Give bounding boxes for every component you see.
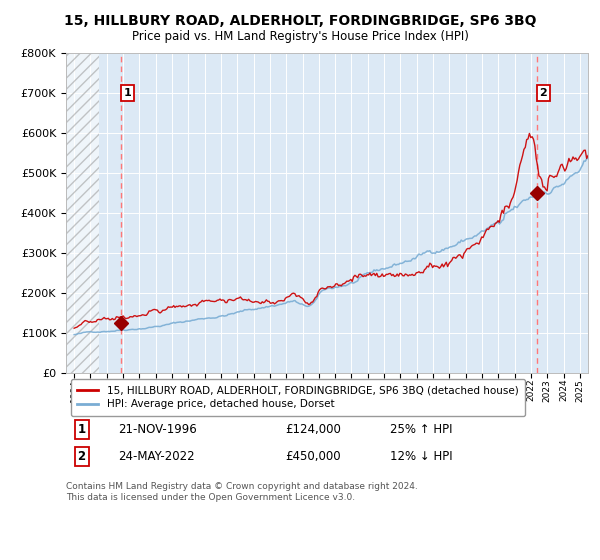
Text: 24-MAY-2022: 24-MAY-2022 bbox=[118, 450, 195, 463]
Legend: 15, HILLBURY ROAD, ALDERHOLT, FORDINGBRIDGE, SP6 3BQ (detached house), HPI: Aver: 15, HILLBURY ROAD, ALDERHOLT, FORDINGBRI… bbox=[71, 379, 524, 416]
Text: 12% ↓ HPI: 12% ↓ HPI bbox=[389, 450, 452, 463]
Text: Contains HM Land Registry data © Crown copyright and database right 2024.
This d: Contains HM Land Registry data © Crown c… bbox=[66, 482, 418, 502]
Text: 2: 2 bbox=[539, 88, 547, 98]
Text: 1: 1 bbox=[124, 88, 131, 98]
Text: 21-NOV-1996: 21-NOV-1996 bbox=[118, 423, 197, 436]
Text: 25% ↑ HPI: 25% ↑ HPI bbox=[389, 423, 452, 436]
Text: 2: 2 bbox=[77, 450, 86, 463]
Text: £450,000: £450,000 bbox=[285, 450, 341, 463]
Text: 15, HILLBURY ROAD, ALDERHOLT, FORDINGBRIDGE, SP6 3BQ: 15, HILLBURY ROAD, ALDERHOLT, FORDINGBRI… bbox=[64, 14, 536, 28]
Text: Price paid vs. HM Land Registry's House Price Index (HPI): Price paid vs. HM Land Registry's House … bbox=[131, 30, 469, 43]
Text: 1: 1 bbox=[77, 423, 86, 436]
Text: £124,000: £124,000 bbox=[285, 423, 341, 436]
Bar bbox=[66, 53, 98, 372]
